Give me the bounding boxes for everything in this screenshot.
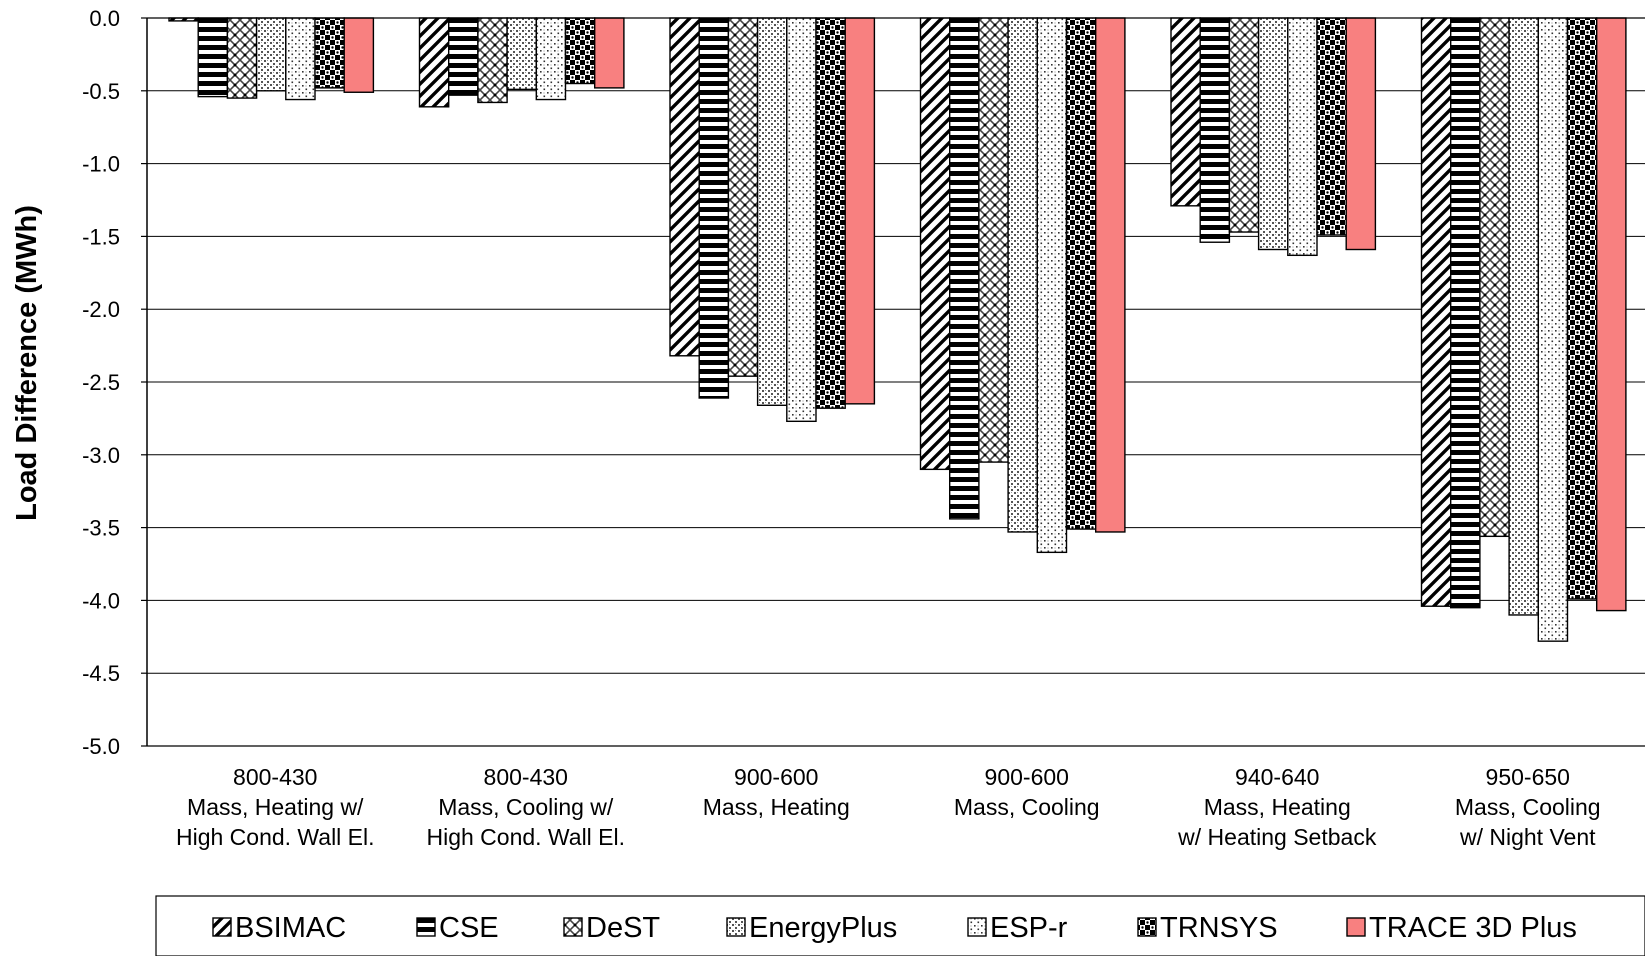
bar-trnsys bbox=[564, 17, 596, 85]
x-category-label: 900-600 Mass, Cooling bbox=[954, 764, 1100, 820]
axes bbox=[146, 17, 1645, 747]
bar-esp-r bbox=[285, 17, 316, 101]
bar-dest bbox=[226, 17, 258, 99]
bar-trace-3d-plus bbox=[1094, 17, 1126, 533]
bar-esp-r bbox=[1036, 17, 1068, 554]
legend-item: TRNSYS bbox=[1137, 912, 1278, 944]
x-category-label: 950-650 Mass, Cooling w/ Night Vent bbox=[1455, 764, 1601, 850]
bar-trnsys bbox=[1566, 17, 1598, 600]
x-category-label: 900-600 Mass, Heating bbox=[703, 764, 850, 820]
legend-swatch bbox=[726, 917, 746, 937]
bar-trnsys bbox=[1316, 17, 1347, 236]
bar-bsimac bbox=[418, 17, 450, 108]
bar-bsimac bbox=[1420, 17, 1452, 607]
x-category-labels: 800-430 Mass, Heating w/High Cond. Wall E… bbox=[176, 764, 1601, 850]
bar-esp-r bbox=[1537, 17, 1569, 642]
bar-trace-3d-plus bbox=[1345, 17, 1377, 251]
x-category-label: 800-430 Mass, Cooling w/High Cond. Wall E… bbox=[426, 764, 625, 850]
bar-cse bbox=[197, 17, 229, 98]
y-tick-label: -0.5 bbox=[82, 79, 120, 104]
bar-esp-r bbox=[1287, 17, 1318, 257]
y-tick-label: -4.5 bbox=[82, 661, 120, 686]
legend-item: BSIMAC bbox=[212, 912, 346, 944]
bar-cse bbox=[698, 17, 730, 399]
bar-dest bbox=[727, 17, 759, 377]
legend-swatch bbox=[212, 917, 232, 937]
bar-trace-3d-plus bbox=[844, 17, 876, 405]
legend-swatch bbox=[563, 917, 583, 937]
bar-dest bbox=[477, 17, 508, 104]
legend-box bbox=[155, 895, 1645, 956]
legend-label: BSIMAC bbox=[235, 912, 346, 944]
bar-cse bbox=[1199, 17, 1231, 243]
y-tick-label: -2.5 bbox=[82, 370, 120, 395]
legend-label: EnergyPlus bbox=[749, 912, 897, 944]
legend-item: CSE bbox=[416, 912, 499, 944]
bar-trnsys bbox=[815, 17, 846, 409]
bar-esp-r bbox=[535, 17, 567, 101]
legend-label: ESP-r bbox=[990, 912, 1068, 944]
bar-dest bbox=[978, 17, 1009, 463]
y-axis-label: Load Difference (MWh) bbox=[11, 205, 43, 521]
bar-bsimac bbox=[1170, 17, 1201, 207]
y-tick-labels: 0.0 -0.5 -1.0 -1.5 -2.0 -2.5 -3.0 -3.5 -4.0 -4.5 -… bbox=[82, 6, 120, 759]
bar-bsimac bbox=[669, 17, 700, 357]
legend-swatch bbox=[1346, 917, 1366, 937]
bar-trnsys bbox=[314, 17, 345, 89]
y-tick-label: -1.0 bbox=[82, 152, 120, 177]
bar-energyplus bbox=[1007, 17, 1038, 533]
y-tick-label: -4.0 bbox=[82, 588, 120, 613]
bar-cse bbox=[949, 17, 980, 520]
bar-trace-3d-plus bbox=[343, 17, 375, 93]
y-tick-label: -1.5 bbox=[82, 224, 120, 249]
bar-trace-3d-plus bbox=[1595, 17, 1627, 612]
bar-energyplus bbox=[255, 17, 287, 92]
bar-trnsys bbox=[1065, 17, 1097, 530]
legend-item: ESP-r bbox=[967, 912, 1068, 944]
legend-label: DeST bbox=[586, 912, 660, 944]
y-tick-label: -3.0 bbox=[82, 443, 120, 468]
gridlines bbox=[141, 17, 1645, 747]
bar-dest bbox=[1228, 17, 1260, 233]
y-tick-label: 0.0 bbox=[89, 6, 120, 31]
bar-cse bbox=[448, 17, 479, 96]
legend-label: TRACE 3D Plus bbox=[1369, 912, 1577, 944]
bar-bsimac bbox=[919, 17, 951, 471]
bar-cse bbox=[1449, 17, 1481, 609]
legend-item: DeST bbox=[563, 912, 660, 944]
legend: BSIMAC CSE DeST EnergyPlus ESP-r TRNSYS TRACE … bbox=[155, 895, 1645, 956]
y-tick-label: -5.0 bbox=[82, 734, 120, 759]
bars bbox=[168, 17, 1627, 642]
bar-energyplus bbox=[1257, 17, 1289, 251]
legend-swatch bbox=[1137, 917, 1157, 937]
bar-energyplus bbox=[1508, 17, 1539, 616]
legend-swatch bbox=[416, 917, 436, 937]
bar-energyplus bbox=[756, 17, 788, 406]
x-category-label: 800-430 Mass, Heating w/High Cond. Wall E… bbox=[176, 764, 375, 850]
bar-dest bbox=[1479, 17, 1510, 538]
bar-esp-r bbox=[786, 17, 817, 423]
y-tick-label: -3.5 bbox=[82, 516, 120, 541]
legend-label: CSE bbox=[439, 912, 499, 944]
x-category-label: 940-640 Mass, Heating w/ Heating Setback bbox=[1177, 764, 1377, 850]
legend-label: TRNSYS bbox=[1160, 912, 1278, 944]
legend-swatch bbox=[967, 917, 987, 937]
y-tick-label: -2.0 bbox=[82, 297, 120, 322]
bar-energyplus bbox=[506, 17, 538, 91]
legend-item: TRACE 3D Plus bbox=[1346, 912, 1577, 944]
legend-item: EnergyPlus bbox=[726, 912, 897, 944]
bar-trace-3d-plus bbox=[594, 17, 625, 89]
